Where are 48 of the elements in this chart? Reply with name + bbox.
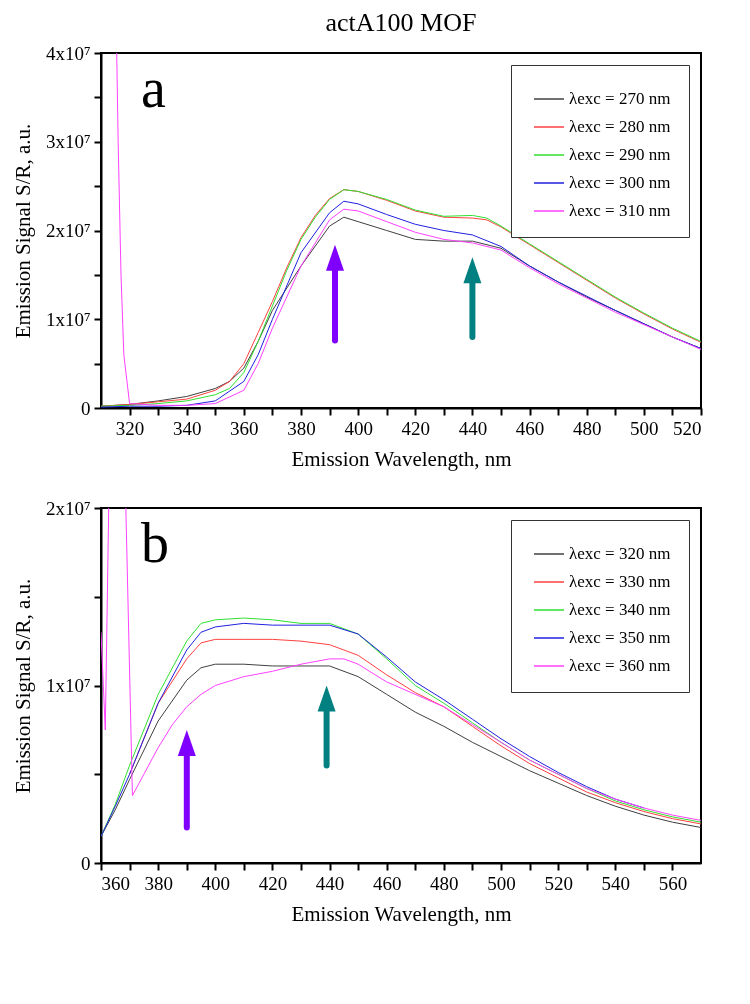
legend-label: λexc = 310 nm [569,201,671,220]
y-tick-label: 0 [81,397,91,419]
x-tick-label: 500 [487,872,516,894]
x-tick-label: 360 [230,417,259,439]
y-axis-title: Emission Signal S/R, a.u. [10,578,35,794]
legend-label: λexc = 320 nm [569,544,671,563]
y-tick-label: 2x10⁷ [45,497,91,519]
legend-label: λexc = 330 nm [569,572,671,591]
y-tick-label: 4x10⁷ [45,42,91,64]
legend-label: λexc = 350 nm [569,628,671,647]
x-tick-label: 420 [258,872,288,894]
x-tick-label: 400 [201,872,231,894]
x-tick-label: 360 [101,872,130,894]
x-tick-label: 500 [630,417,659,439]
legend-label: λexc = 270 nm [569,89,671,108]
x-axis-title: Emission Wavelength, nm [291,901,512,926]
x-tick-label: 420 [401,417,431,439]
x-tick-label: 540 [601,872,631,894]
y-tick-label: 1x10⁷ [45,675,91,696]
x-tick-label: 320 [115,417,145,439]
x-tick-label: 480 [430,872,459,894]
x-tick-label: 460 [515,417,545,439]
x-tick-label: 520 [673,417,702,439]
y-tick-label: 1x10⁷ [45,308,91,330]
x-tick-label: 440 [458,417,488,439]
legend-label: λexc = 360 nm [569,656,671,675]
x-tick-label: 520 [544,872,573,894]
chart-title: actA100 MOF [325,8,477,37]
y-tick-label: 2x10⁷ [45,220,91,241]
legend-label: λexc = 340 nm [569,600,671,619]
x-tick-label: 460 [372,872,402,894]
annotation: b [141,512,169,574]
x-tick-label: 340 [172,417,202,439]
y-tick-label: 3x10⁷ [45,131,91,153]
legend-label: λexc = 290 nm [569,145,671,164]
x-tick-label: 480 [572,417,602,439]
legend-label: λexc = 280 nm [569,117,671,136]
x-tick-label: 380 [144,872,173,894]
y-tick-label: 0 [81,852,91,874]
x-tick-label: 440 [315,872,345,894]
annotation: a [141,57,166,119]
x-tick-label: 380 [287,417,316,439]
y-axis-title: Emission Signal S/R, a.u. [10,123,35,339]
x-tick-label: 400 [344,417,373,439]
line-series [116,53,701,406]
legend-label: λexc = 300 nm [569,173,671,192]
x-tick-label: 560 [658,872,688,894]
x-axis-title: Emission Wavelength, nm [291,446,512,471]
